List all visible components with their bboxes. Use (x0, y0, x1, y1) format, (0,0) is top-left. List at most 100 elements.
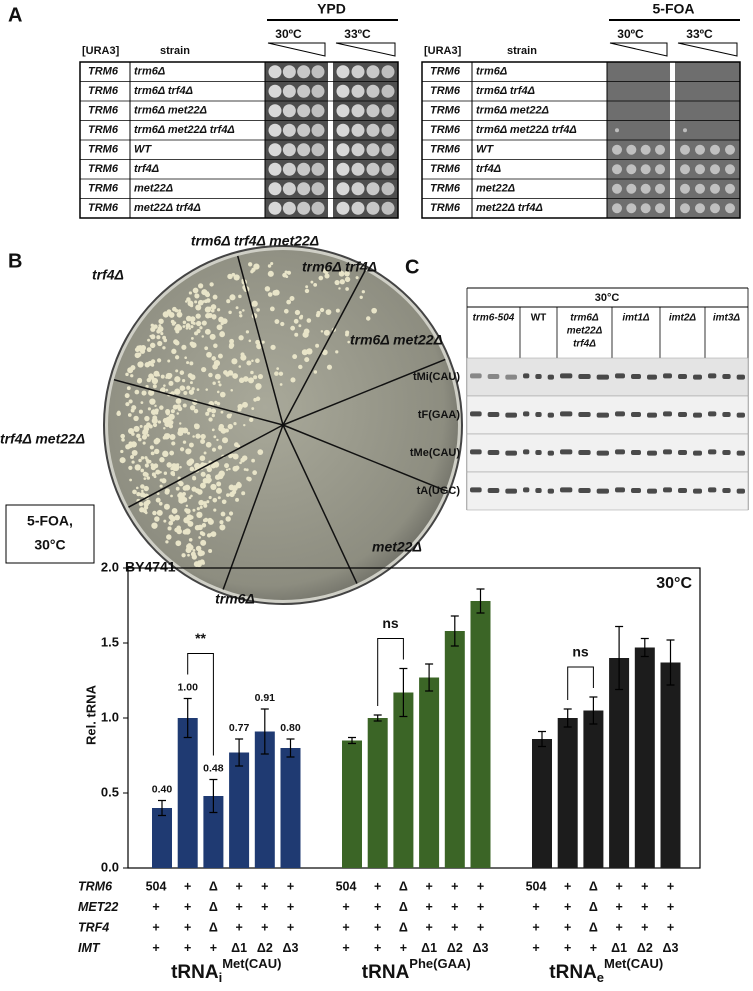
colony (205, 441, 212, 448)
genotype-allele: + (532, 900, 539, 914)
colony (264, 286, 271, 292)
bar (280, 748, 301, 868)
colony (242, 401, 248, 408)
colony (237, 407, 242, 412)
colony (231, 358, 238, 365)
genotype-allele: + (667, 920, 674, 934)
blot-band (615, 487, 625, 493)
genotype-allele: Δ (399, 900, 408, 914)
blot-band (523, 487, 530, 493)
colony (181, 344, 187, 350)
colony (205, 411, 210, 416)
colony (200, 433, 206, 440)
colony (270, 344, 276, 350)
colony-spot (710, 203, 720, 214)
colony (216, 481, 222, 487)
colony (192, 548, 196, 552)
colony (209, 333, 216, 340)
plasmid: TRM6 (88, 124, 119, 136)
blot-band (663, 487, 672, 493)
colony (156, 358, 162, 363)
blot-band (736, 412, 745, 418)
colony (232, 465, 239, 472)
y-tick-label: 0.0 (101, 859, 119, 874)
dilution-wedge (267, 42, 326, 57)
colony (188, 537, 193, 542)
dilution-wedge (677, 42, 738, 57)
colony (233, 421, 237, 426)
colony (192, 508, 196, 512)
colony (127, 443, 133, 449)
colony-spot (695, 164, 705, 175)
blot-band (647, 450, 657, 456)
colony (151, 417, 158, 424)
colony-spot (268, 84, 282, 98)
colony (204, 306, 212, 313)
colony (186, 297, 191, 302)
colony (245, 468, 249, 472)
colony-spot (268, 123, 282, 137)
colony (145, 384, 149, 389)
sector-line (282, 358, 446, 426)
error-bar (450, 615, 459, 647)
genotype-allele: + (564, 879, 571, 893)
colony (198, 536, 201, 539)
colony (134, 389, 140, 395)
colony (200, 462, 205, 467)
colony (182, 403, 187, 408)
colony (298, 364, 303, 370)
plasmid: TRM6 (430, 85, 461, 97)
significance-label: ns (382, 615, 399, 631)
colony (228, 467, 231, 471)
genotype-allele: + (451, 879, 458, 893)
blot-band (505, 412, 517, 418)
error-bar (399, 667, 408, 718)
genotype-gene: TRM6 (78, 879, 113, 893)
colony (255, 339, 261, 345)
colony (310, 280, 314, 284)
colony-spot (640, 164, 651, 175)
bar (254, 731, 275, 868)
colony (177, 406, 183, 412)
genotype-allele: Δ2 (637, 941, 653, 955)
genotype-allele: + (532, 941, 539, 955)
colony-spot (297, 162, 311, 176)
y-tick-label: 1.0 (101, 709, 119, 724)
strain: trm6Δ met22Δ trf4Δ (134, 124, 235, 136)
colony (188, 496, 192, 500)
genotype-allele: + (210, 941, 217, 955)
colony (191, 486, 197, 492)
colony (184, 484, 191, 491)
colony-spot (680, 144, 690, 155)
colony (150, 326, 156, 332)
genotype-allele: + (667, 900, 674, 914)
colony-spot (381, 162, 395, 176)
colony-spot (640, 183, 651, 194)
blot-band (470, 411, 482, 417)
blot-band (722, 412, 731, 417)
colony-spot (351, 123, 365, 137)
group-label-sub: i (219, 970, 223, 985)
colony (166, 462, 172, 468)
colony (189, 361, 194, 366)
colony-spot (612, 203, 622, 214)
blot-band (596, 450, 609, 456)
bar (444, 631, 465, 868)
colony (173, 465, 180, 472)
colony (133, 415, 139, 422)
blot-band (560, 487, 573, 493)
plasmid: TRM6 (88, 105, 119, 117)
dilution-wedge (335, 42, 396, 57)
colony (245, 330, 250, 334)
colony (230, 388, 233, 392)
colony (147, 338, 151, 342)
bar (660, 662, 681, 868)
sector-line (282, 424, 358, 584)
genotype-allele: + (477, 920, 484, 934)
blot-band (535, 412, 542, 417)
annotation: 30°C (656, 575, 692, 592)
colony (150, 451, 155, 456)
colony (192, 287, 199, 294)
colony (176, 311, 183, 318)
colony (202, 477, 209, 484)
